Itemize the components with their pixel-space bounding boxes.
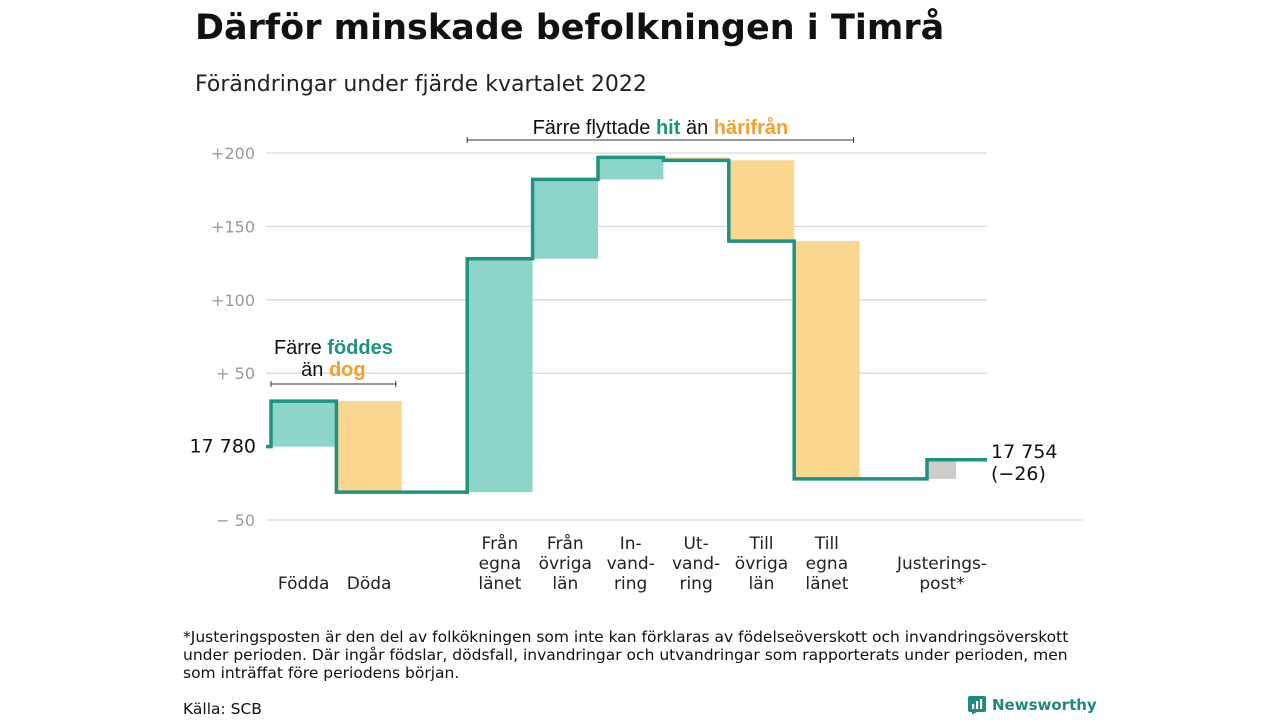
y-tick-label: +200 bbox=[211, 144, 255, 163]
brand-logo: Newsworthy bbox=[968, 696, 1097, 714]
footnote: *Justeringsposten är den del av folkökni… bbox=[183, 628, 1069, 682]
annotation-line: Färre föddes bbox=[274, 337, 393, 359]
waterfall-chart: +200 +150 +100 + 50 − 50 Födda Döda Från egna län… bbox=[190, 116, 1083, 594]
bar bbox=[336, 401, 402, 493]
level-line bbox=[266, 155, 987, 494]
y-tick-label: − 50 bbox=[216, 511, 255, 530]
category-label: In-vand-ring bbox=[607, 534, 655, 594]
bar bbox=[271, 401, 337, 447]
annotation-line: Färre flyttade hit än härifrån bbox=[533, 116, 789, 139]
end-value-label: 17 754 bbox=[991, 441, 1057, 463]
category-label: Från egna länet bbox=[478, 533, 521, 594]
step-line bbox=[266, 155, 987, 494]
source-note: Källa: SCB bbox=[183, 700, 262, 718]
y-tick-label: +100 bbox=[211, 291, 255, 310]
bars bbox=[271, 157, 956, 493]
category-label: Till övriga län bbox=[735, 534, 788, 594]
bar-chart-icon bbox=[968, 696, 986, 714]
annotation-line: än dog bbox=[301, 359, 365, 381]
labels: +200 +150 +100 + 50 − 50 Födda Döda Från egna län… bbox=[190, 144, 1058, 594]
bar bbox=[728, 160, 795, 242]
category-label: Från övriga län bbox=[539, 533, 592, 594]
category-label: Till egna länet bbox=[805, 534, 848, 594]
gridlines bbox=[266, 152, 1083, 521]
category-label: Döda bbox=[347, 574, 392, 594]
brand-name: Newsworthy bbox=[992, 696, 1097, 714]
category-label: Födda bbox=[278, 574, 330, 594]
end-change-label: (−26) bbox=[991, 463, 1046, 485]
bar bbox=[927, 459, 956, 479]
chart-subtitle: Förändringar under fjärde kvartalet 2022 bbox=[195, 72, 647, 97]
bar bbox=[532, 179, 598, 259]
start-value-label: 17 780 bbox=[190, 436, 256, 458]
y-tick-label: + 50 bbox=[216, 364, 255, 383]
chart-title: Därför minskade befolkningen i Timrå bbox=[195, 8, 945, 48]
y-tick-label: +150 bbox=[211, 217, 255, 236]
bar bbox=[598, 157, 664, 180]
category-label: Ut-vand-ring bbox=[672, 534, 720, 594]
bar bbox=[467, 258, 533, 493]
category-label: Justerings-post* bbox=[896, 554, 987, 594]
bar bbox=[794, 241, 860, 479]
